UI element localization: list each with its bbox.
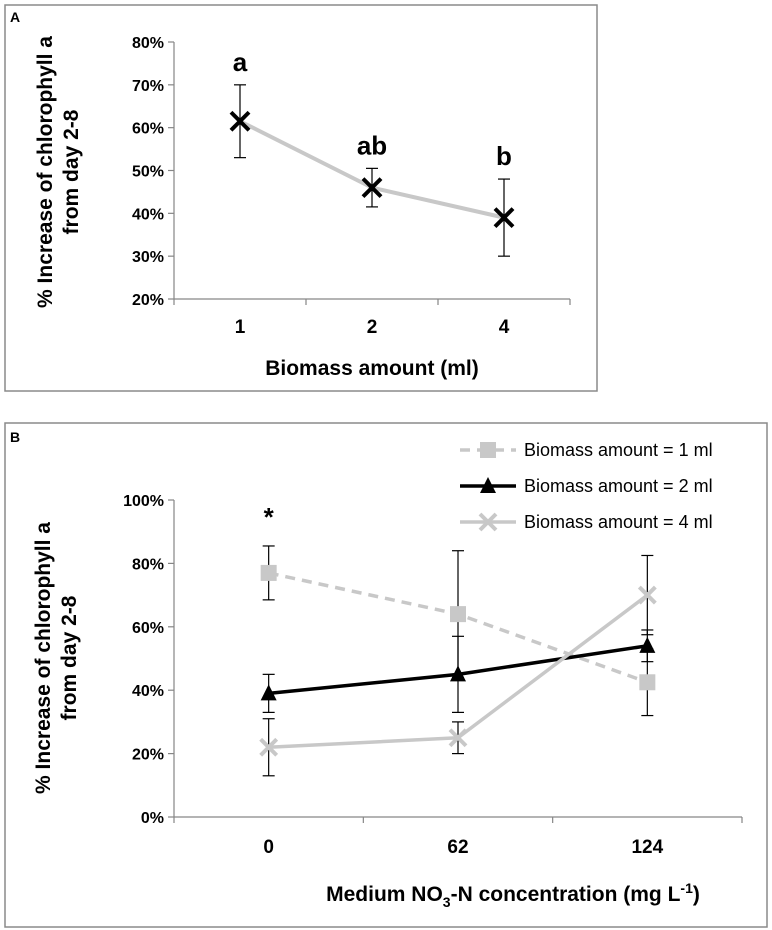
significance-label: *: [264, 502, 275, 532]
y-tick-label: 80%: [132, 35, 164, 52]
data-point: [639, 636, 656, 653]
y-axis-title: % Increase of chlorophyll a from day 2-8: [34, 36, 83, 308]
data-point-stroke2: [637, 585, 657, 605]
legend-label: Biomass amount = 1 ml: [524, 440, 713, 460]
y-tick-label: 80%: [132, 556, 164, 573]
x-axis-title-part: -N concentration (mg L: [451, 883, 681, 906]
y-axis-title: % Increase of chlorophyll a from day 2-8: [32, 522, 81, 794]
x-axis-title-superscript: -1: [680, 880, 693, 896]
significance-label: a: [233, 47, 248, 77]
legend-item: Biomass amount = 4 ml: [460, 512, 713, 532]
y-axis-title-line: from day 2-8: [58, 595, 81, 720]
y-tick-label: 30%: [132, 249, 164, 266]
data-point: [639, 674, 656, 691]
x-tick-label: 0: [263, 837, 274, 858]
series-1: [229, 84, 515, 257]
data-point-stroke2: [229, 110, 251, 132]
legend-item: Biomass amount = 2 ml: [460, 476, 713, 496]
series-2: [260, 629, 656, 713]
legend-swatch-marker-stroke2: [478, 512, 498, 532]
y-tick-label: 40%: [132, 206, 164, 223]
y-tick-label: 100%: [123, 493, 164, 510]
legend-item: Biomass amount = 1 ml: [460, 440, 713, 460]
legend-swatch-marker: [480, 442, 496, 458]
y-tick-label: 60%: [132, 620, 164, 637]
y-axis-title-line: % Increase of chlorophyll a: [34, 36, 57, 308]
y-tick-label: 0%: [141, 810, 164, 827]
legend-label: Biomass amount = 4 ml: [524, 512, 713, 532]
y-tick-label: 70%: [132, 78, 164, 95]
legend-label: Biomass amount = 2 ml: [524, 476, 713, 496]
y-tick-label: 50%: [132, 164, 164, 181]
chart-panel-a: A 20% 30% 40% 50% 60% 70% 80% 1 2 4 % Increase of c…: [4, 4, 598, 392]
y-axis-title-line: from day 2-8: [60, 109, 83, 234]
data-point-stroke2: [493, 207, 515, 229]
x-axis-title: Biomass amount (ml): [265, 357, 479, 380]
significance-label: b: [496, 141, 512, 171]
y-tick-label: 60%: [132, 121, 164, 138]
x-tick-label: 62: [447, 837, 468, 858]
y-tick-label: 20%: [132, 292, 164, 309]
x-axis-title-part: Medium NO: [326, 883, 443, 906]
data-point: [450, 665, 466, 682]
x-axis-title: Medium NO3-N concentration (mg L-1): [326, 880, 700, 910]
data-point-stroke2: [448, 728, 468, 748]
data-point: [260, 564, 277, 581]
panel-letter: B: [10, 429, 20, 445]
significance-label: ab: [357, 130, 387, 160]
x-axis-title-subscript: 3: [443, 894, 451, 910]
data-point-stroke2: [361, 177, 383, 199]
data-point: [260, 684, 277, 701]
data-point: [450, 606, 466, 623]
x-axis-title-part: ): [693, 883, 700, 906]
legend-swatch-marker: [480, 477, 496, 493]
series-3: [259, 554, 657, 777]
chart-panel-b: B 0% 20% 40% 60% 80% 100% 0 62 124 % Increase of c…: [4, 422, 768, 928]
x-tick-label: 1: [235, 317, 246, 338]
x-tick-label: 124: [631, 837, 663, 858]
panel-frame: [4, 4, 598, 392]
panel-letter: A: [10, 9, 20, 25]
x-tick-label: 4: [499, 317, 510, 338]
y-tick-label: 40%: [132, 683, 164, 700]
x-tick-label: 2: [367, 317, 378, 338]
data-point-stroke2: [259, 737, 279, 757]
y-tick-label: 20%: [132, 747, 164, 764]
y-axis-title-line: % Increase of chlorophyll a: [32, 522, 55, 794]
